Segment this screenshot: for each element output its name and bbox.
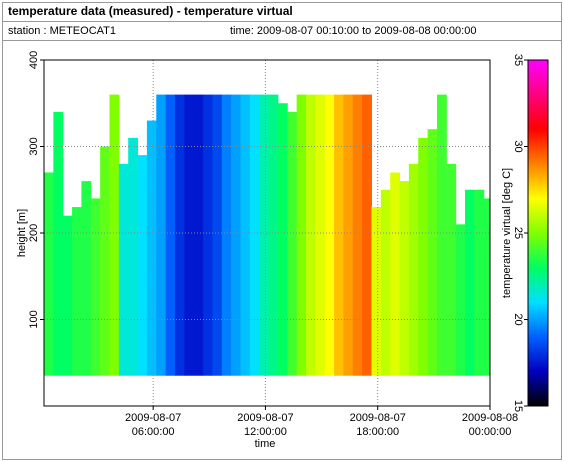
heat-cell <box>44 172 54 376</box>
heat-cell <box>90 198 101 376</box>
heat-cell <box>436 94 447 376</box>
heat-cell <box>81 181 92 376</box>
colorbar-tick-label: 35 <box>512 54 524 66</box>
heat-cell <box>72 207 82 376</box>
heat-cell <box>483 198 490 376</box>
heat-cell <box>371 207 382 376</box>
heat-cell <box>165 94 176 376</box>
heat-cell <box>128 137 139 376</box>
time-range: time: 2009-08-07 00:10:00 to 2009-08-08 … <box>230 25 476 37</box>
heat-cell <box>315 94 326 376</box>
heat-cell <box>100 146 110 376</box>
plot-border <box>43 59 491 407</box>
x-tick-label: 2009-08-08 00:00:00 <box>462 412 518 438</box>
heat-cell <box>408 163 419 376</box>
heat-cell <box>53 111 64 376</box>
heat-cell <box>203 94 213 376</box>
heat-cell <box>118 163 129 376</box>
heat-cell <box>296 94 307 376</box>
x-axis-label: time <box>255 438 276 450</box>
colorbar <box>527 59 549 407</box>
x-tick-label: 2009-08-07 12:00:00 <box>237 412 293 438</box>
y-tick-label: 300 <box>28 137 40 155</box>
chart-title: temperature data (measured) - temperatur… <box>8 4 293 18</box>
heat-cell <box>184 94 195 376</box>
heat-cell <box>146 120 157 376</box>
heat-cell <box>465 189 475 376</box>
heat-cell <box>287 111 298 376</box>
y-tick-label: 100 <box>28 310 40 328</box>
colorbar-tick-label: 25 <box>512 227 524 239</box>
x-tick-label: 2009-08-07 18:00:00 <box>350 412 406 438</box>
heat-cell <box>352 94 363 376</box>
heat-cell <box>427 129 438 376</box>
heat-cell <box>240 94 251 376</box>
heat-cell <box>156 94 167 376</box>
colorbar-tick-label: 20 <box>512 313 524 325</box>
heat-cell <box>62 215 73 376</box>
heat-cell <box>446 163 457 376</box>
heat-cell <box>221 94 232 376</box>
station: station : METEOCAT1 <box>8 25 116 37</box>
heat-cell <box>380 189 391 376</box>
heat-cell <box>305 94 316 376</box>
y-tick-label: 400 <box>28 51 40 69</box>
heatmap <box>44 94 490 376</box>
heat-cell <box>362 94 372 376</box>
colorbar-tick-label: 15 <box>512 400 524 412</box>
heat-cell <box>174 94 185 376</box>
x-tick-label: 2009-08-07 06:00:00 <box>125 412 181 438</box>
heat-cell <box>109 94 120 376</box>
heat-cell <box>137 155 148 376</box>
heat-cell <box>343 94 354 376</box>
heat-cell <box>390 172 401 376</box>
heat-cell <box>212 94 223 376</box>
heat-cell <box>193 94 204 376</box>
heat-cell <box>334 94 344 376</box>
y-tick-label: 200 <box>28 224 40 242</box>
colorbar-label: temperature virtual [deg C] <box>501 168 513 298</box>
heat-cell <box>268 94 279 376</box>
heat-cell <box>231 94 241 376</box>
heat-cell <box>455 224 466 376</box>
heat-cell <box>324 94 335 376</box>
heat-cell <box>418 137 429 376</box>
heat-cell <box>249 94 260 376</box>
title-bar <box>3 3 561 21</box>
heat-cell <box>474 189 485 376</box>
y-axis-label: height [m] <box>16 209 28 257</box>
heat-cell <box>259 94 270 376</box>
heat-cell <box>399 181 410 376</box>
heat-cell <box>277 103 288 376</box>
colorbar-tick-label: 30 <box>512 140 524 152</box>
